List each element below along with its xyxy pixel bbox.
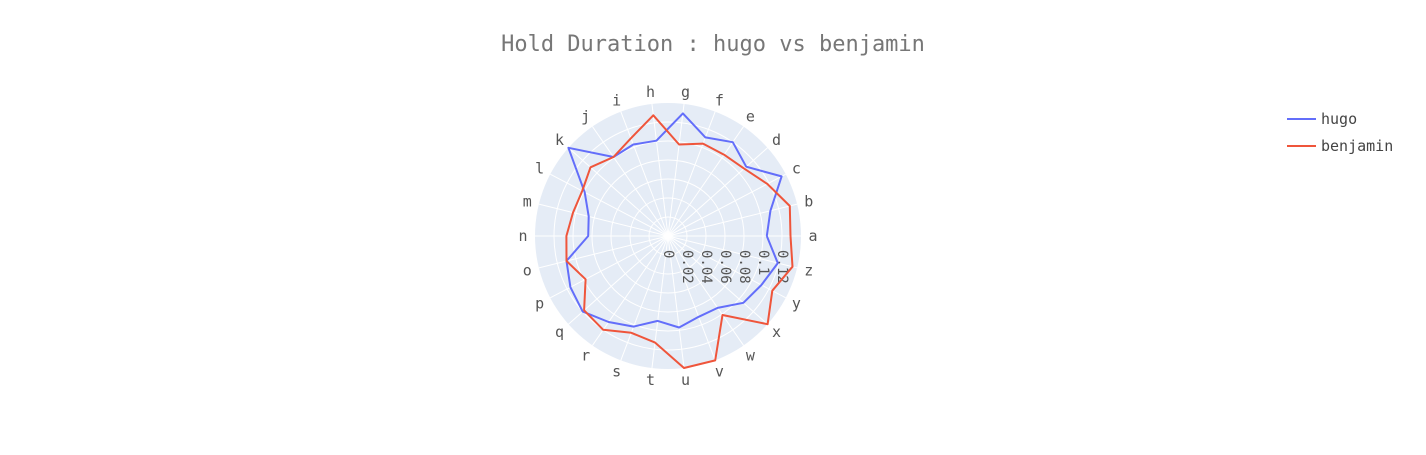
angular-tick-label: b <box>804 192 813 210</box>
angular-tick-label: d <box>772 131 781 149</box>
angular-grid-line <box>667 173 786 237</box>
angular-grid-line <box>667 235 768 325</box>
angular-tick-label: v <box>715 363 724 381</box>
angular-grid-line <box>620 235 669 361</box>
angular-grid-line <box>667 203 798 237</box>
legend-label-benjamin[interactable]: benjamin <box>1321 137 1393 155</box>
angular-grid-line <box>667 235 685 369</box>
angular-tick-label: e <box>746 108 755 126</box>
traces <box>565 112 794 369</box>
angular-tick-label: u <box>681 371 690 389</box>
angular-tick-label: g <box>681 83 690 101</box>
polar-grid <box>535 103 801 369</box>
angular-grid-line <box>651 235 669 369</box>
angular-tick-label: f <box>715 91 724 109</box>
angular-tick-label: y <box>792 294 801 312</box>
angular-tick-label: i <box>612 91 621 109</box>
angular-grid-line <box>651 103 669 237</box>
angular-tick-label: t <box>646 371 655 389</box>
radial-tick-label: 0.08 <box>736 250 752 284</box>
radial-tick-label: 0.1 <box>755 250 771 275</box>
angular-grid-line <box>620 111 669 237</box>
angular-tick-label: r <box>581 346 590 364</box>
radial-tick-label: 0 <box>660 250 676 258</box>
angular-tick-label: w <box>746 346 756 364</box>
angular-grid-line <box>538 203 669 237</box>
angular-grid-line <box>667 235 786 299</box>
radial-tick-label: 0.02 <box>679 250 695 284</box>
angular-grid-line <box>667 103 685 237</box>
angular-tick-label: n <box>518 227 527 245</box>
angular-tick-label: q <box>555 323 564 341</box>
angular-tick-label: o <box>523 262 532 280</box>
angular-grid-line <box>667 111 716 237</box>
legend[interactable]: hugo benjamin <box>1287 110 1393 155</box>
angular-tick-label: z <box>804 262 813 280</box>
trace-line-hugo[interactable] <box>565 112 783 329</box>
angular-tick-label: l <box>535 160 544 178</box>
angular-tick-label: x <box>772 323 781 341</box>
angular-grid-line <box>550 173 669 237</box>
angular-grid-line <box>667 235 744 346</box>
radial-tick-label: 0.04 <box>698 250 714 284</box>
trace-line-benjamin[interactable] <box>565 114 794 369</box>
angular-tick-label: c <box>792 160 801 178</box>
angular-grid-line <box>667 235 716 361</box>
chart-title: Hold Duration : hugo vs benjamin <box>501 32 925 57</box>
angular-grid-line <box>592 235 669 346</box>
radial-tick-label: 0.06 <box>717 250 733 284</box>
angular-grid-line <box>538 235 669 269</box>
angular-tick-label: m <box>523 192 532 210</box>
angular-tick-label: a <box>808 227 817 245</box>
angular-tick-label: p <box>535 294 544 312</box>
angular-tick-label: h <box>646 83 655 101</box>
angular-grid-line <box>667 235 798 269</box>
angular-tick-label: k <box>555 131 564 149</box>
angular-grid-line <box>667 126 744 237</box>
angular-grid-line <box>667 147 768 237</box>
angular-tick-label: s <box>612 363 621 381</box>
angular-tick-label: j <box>581 108 590 126</box>
legend-label-hugo[interactable]: hugo <box>1321 110 1357 128</box>
angular-grid-line <box>568 147 669 237</box>
angular-grid-line <box>592 126 669 237</box>
